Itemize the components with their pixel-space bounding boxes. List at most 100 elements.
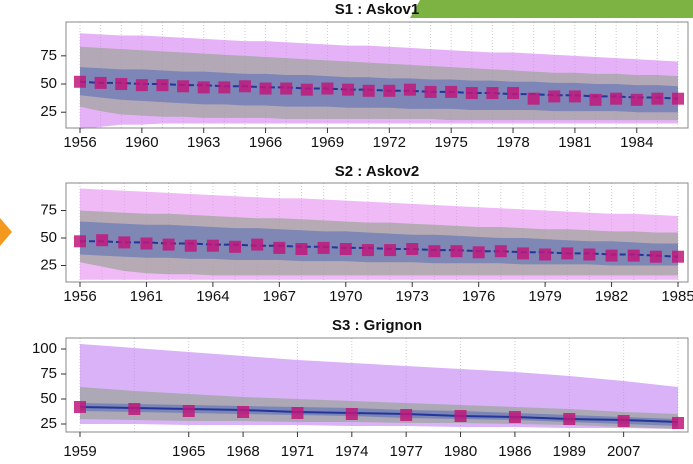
x-tick-label: 1978	[496, 134, 529, 151]
marker	[472, 246, 485, 259]
marker	[605, 249, 618, 262]
x-tick-label: 1981	[558, 134, 591, 151]
marker	[384, 244, 397, 257]
x-tick-label: 1985	[661, 288, 693, 305]
marker	[94, 76, 107, 89]
y-tick-label: 75	[40, 47, 57, 64]
marker	[342, 83, 355, 96]
x-tick-label: 1960	[125, 134, 158, 151]
marker	[291, 407, 304, 419]
marker	[339, 243, 352, 255]
marker	[403, 83, 416, 96]
marker	[561, 247, 574, 260]
marker	[649, 250, 662, 263]
marker	[627, 249, 640, 262]
x-tick-label: 1964	[196, 288, 229, 305]
y-tick-label: 100	[32, 340, 57, 357]
chart-title: S3 : Grignon	[332, 317, 422, 334]
marker	[182, 405, 195, 417]
marker	[177, 80, 190, 93]
marker	[383, 84, 396, 97]
marker	[568, 90, 581, 103]
x-tick-label: 1965	[172, 443, 205, 460]
x-tick-label: 1971	[281, 443, 314, 460]
marker	[135, 79, 148, 92]
marker	[280, 82, 293, 95]
x-tick-label: 1956	[63, 134, 96, 151]
marker	[74, 75, 86, 88]
x-tick-label: 1966	[249, 134, 282, 151]
marker	[507, 87, 520, 100]
x-tick-label: 1961	[130, 288, 163, 305]
marker	[454, 410, 467, 422]
marker	[494, 245, 507, 258]
x-tick-label: 1974	[335, 443, 368, 460]
marker	[74, 401, 86, 413]
panel	[65, 182, 689, 283]
marker	[539, 248, 552, 261]
x-tick-label: 1967	[263, 288, 296, 305]
marker	[406, 243, 419, 255]
marker	[450, 245, 463, 258]
marker	[672, 417, 684, 429]
decoration	[0, 218, 12, 246]
marker	[617, 415, 630, 427]
marker	[206, 239, 219, 252]
marker	[156, 79, 169, 92]
frame	[65, 182, 689, 283]
marker	[672, 92, 684, 105]
panel	[65, 337, 689, 433]
marker	[197, 81, 210, 94]
x-tick-label: 1959	[63, 443, 96, 460]
marker	[321, 82, 334, 95]
frame	[65, 337, 689, 433]
marker	[508, 411, 521, 423]
x-tick-label: 1970	[329, 288, 362, 305]
marker	[583, 248, 596, 261]
y-tick-label: 50	[40, 75, 57, 92]
x-tick-label: 1980	[444, 443, 477, 460]
marker	[486, 87, 499, 100]
marker	[361, 244, 374, 257]
y-tick-label: 75	[40, 201, 57, 218]
marker	[424, 85, 437, 98]
marker	[300, 83, 313, 96]
marker	[516, 247, 529, 260]
marker	[162, 238, 175, 251]
marker	[630, 93, 643, 106]
marker	[251, 238, 264, 251]
marker	[74, 235, 86, 248]
marker	[273, 241, 286, 254]
x-tick-label: 1972	[373, 134, 406, 151]
marker	[140, 237, 153, 250]
marker	[229, 240, 242, 253]
marker	[610, 92, 623, 105]
marker	[428, 245, 441, 258]
x-tick-label: 1977	[389, 443, 422, 460]
marker	[259, 82, 272, 95]
panel	[65, 21, 689, 130]
x-tick-label: 1982	[595, 288, 628, 305]
x-tick-label: 1968	[226, 443, 259, 460]
marker	[527, 92, 540, 105]
marker	[96, 234, 109, 247]
marker	[672, 250, 684, 263]
chart-title: S1 : Askov1	[335, 1, 420, 18]
marker	[548, 90, 561, 103]
marker	[589, 93, 602, 106]
marker	[128, 403, 141, 415]
x-tick-label: 1986	[498, 443, 531, 460]
marker	[563, 413, 576, 425]
line	[80, 240, 679, 258]
x-tick-label: 2007	[607, 443, 640, 460]
x-tick-label: 1975	[434, 134, 467, 151]
x-tick-label: 1976	[462, 288, 495, 305]
y-tick-label: 50	[40, 390, 57, 407]
y-tick-label: 25	[40, 256, 57, 273]
marker	[651, 92, 664, 105]
marker	[184, 239, 197, 252]
x-tick-label: 1969	[311, 134, 344, 151]
marker	[317, 241, 330, 254]
x-tick-label: 1984	[620, 134, 653, 151]
